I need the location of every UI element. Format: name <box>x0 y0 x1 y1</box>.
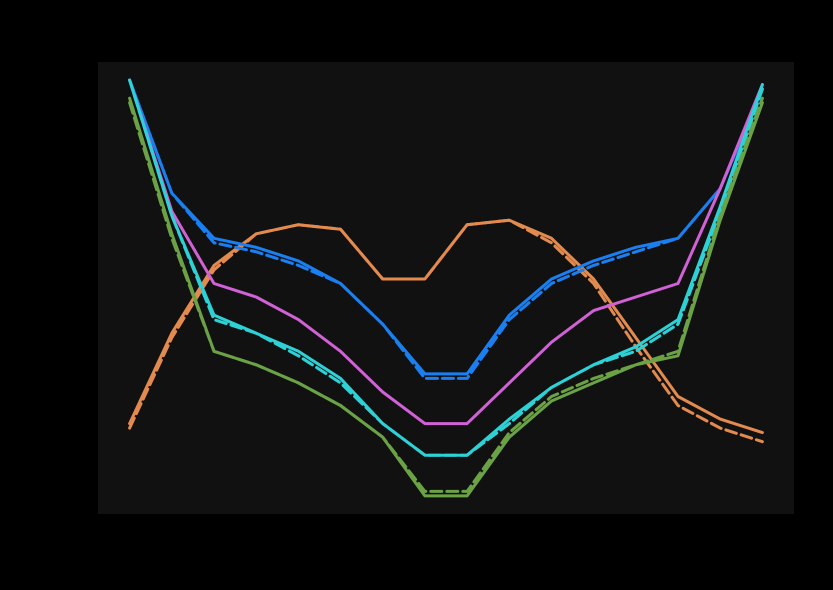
series-line-6 <box>128 78 764 457</box>
series-layer <box>128 78 764 498</box>
series-line-2 <box>128 78 764 376</box>
series-line-3 <box>128 78 764 380</box>
series-line-7 <box>128 96 764 498</box>
series-line-8 <box>128 96 764 493</box>
series-line-4 <box>128 78 764 426</box>
plot-area <box>98 62 794 514</box>
series-line-1 <box>128 218 764 444</box>
